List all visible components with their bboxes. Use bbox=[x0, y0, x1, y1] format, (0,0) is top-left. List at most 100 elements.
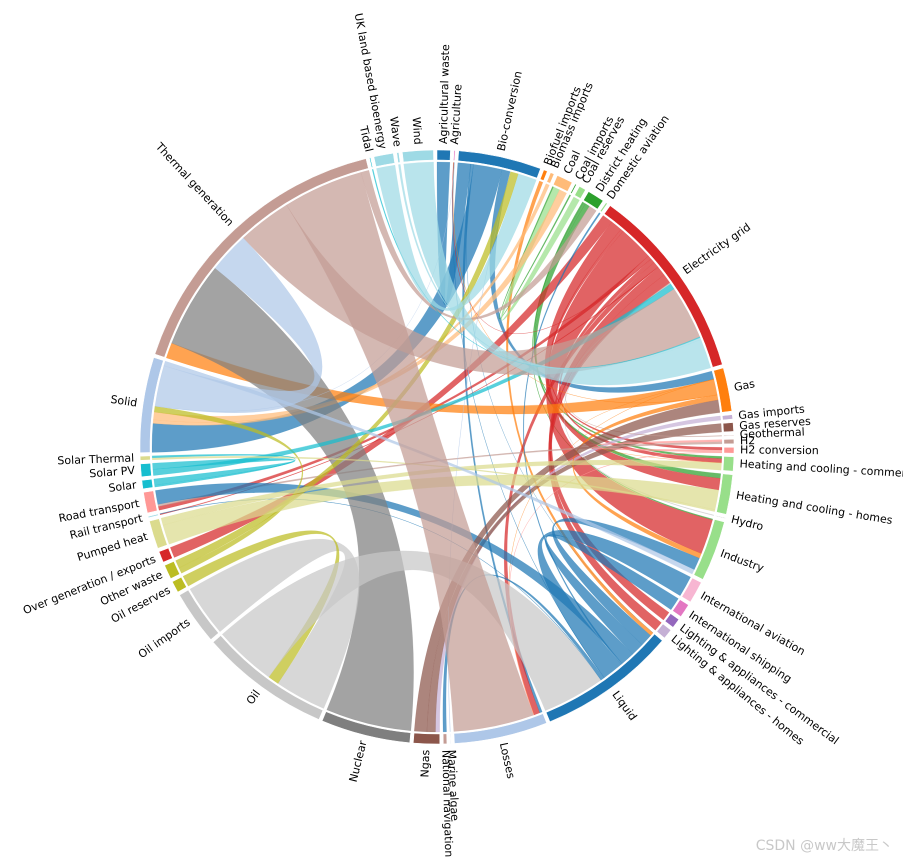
group-arc bbox=[713, 367, 733, 413]
group-arc bbox=[158, 547, 173, 563]
group-arc bbox=[457, 150, 541, 179]
ribbon bbox=[506, 180, 654, 636]
ribbon bbox=[157, 255, 652, 511]
group-arc bbox=[693, 519, 725, 580]
ribbon bbox=[286, 172, 534, 732]
group-arc bbox=[722, 414, 733, 421]
node-label: Oil bbox=[244, 687, 263, 707]
ribbon bbox=[189, 538, 360, 709]
node-label: Solid bbox=[110, 393, 138, 410]
node-label: Bio-conversion bbox=[495, 70, 525, 152]
ribbon bbox=[544, 534, 679, 655]
ribbon bbox=[160, 459, 722, 526]
ribbon bbox=[159, 266, 659, 516]
ribbon bbox=[162, 474, 720, 545]
group-arc bbox=[546, 172, 555, 184]
ribbon bbox=[403, 161, 712, 386]
ribbon bbox=[503, 262, 659, 716]
group-arc bbox=[321, 711, 411, 744]
ribbon bbox=[413, 399, 721, 733]
group-arc bbox=[656, 623, 672, 639]
group-arc bbox=[402, 149, 434, 163]
ribbon bbox=[171, 267, 414, 732]
node-label: Gas bbox=[733, 377, 756, 394]
group-arc bbox=[723, 447, 735, 454]
group-arc bbox=[664, 613, 680, 628]
node-label: Ngas bbox=[418, 749, 432, 777]
node-label: Liquid bbox=[609, 689, 639, 724]
node-label: H2 conversion bbox=[740, 443, 819, 457]
group-arc bbox=[722, 422, 734, 433]
ribbon bbox=[500, 186, 580, 321]
ribbon bbox=[163, 360, 695, 575]
group-arc bbox=[539, 169, 548, 181]
ribbon bbox=[360, 169, 597, 321]
ribbon bbox=[559, 258, 723, 464]
group-arc bbox=[147, 513, 159, 519]
ribbon bbox=[442, 574, 605, 733]
ribbon bbox=[522, 212, 623, 665]
node-label: Losses bbox=[497, 741, 518, 780]
node-label: Agricultural waste bbox=[437, 44, 452, 144]
node-label: H2 bbox=[740, 434, 756, 447]
ribbon bbox=[452, 162, 718, 404]
group-arc bbox=[436, 149, 451, 161]
ribbon bbox=[452, 162, 652, 335]
group-arc bbox=[716, 473, 733, 515]
node-label: Wave bbox=[387, 116, 404, 148]
ribbon bbox=[371, 168, 701, 369]
group-arc bbox=[396, 152, 401, 163]
group-arc bbox=[179, 589, 219, 640]
group-arc bbox=[545, 633, 663, 723]
node-label: Nuclear bbox=[347, 739, 370, 784]
ribbon bbox=[175, 171, 519, 569]
group-arc bbox=[570, 183, 577, 194]
group-arc bbox=[723, 434, 735, 437]
group-arc bbox=[583, 191, 604, 210]
group-arc bbox=[413, 732, 441, 745]
ribbon bbox=[153, 405, 304, 574]
group-arc bbox=[722, 456, 735, 472]
ribbons bbox=[151, 161, 723, 733]
group-arc bbox=[140, 463, 152, 478]
node-label: Solar bbox=[108, 478, 138, 495]
node-label: Solar Thermal bbox=[57, 452, 134, 468]
node-label: Tidal bbox=[357, 124, 376, 153]
node-label: Industry bbox=[719, 547, 766, 575]
group-arc bbox=[723, 439, 735, 445]
ribbon bbox=[546, 230, 713, 554]
node-label: Geothermal bbox=[739, 426, 804, 442]
group-arc bbox=[212, 635, 324, 720]
group-arc bbox=[171, 576, 187, 593]
group-arc bbox=[141, 478, 154, 490]
node-label: Marine algae bbox=[445, 749, 461, 821]
watermark: CSDN @ww大魔王丶 bbox=[756, 838, 893, 854]
group-arc bbox=[369, 157, 373, 168]
ribbon bbox=[376, 164, 537, 311]
group-arc bbox=[552, 175, 573, 192]
group-arc bbox=[149, 518, 168, 549]
node-label: Agriculture bbox=[448, 83, 465, 144]
group-arc bbox=[449, 733, 452, 744]
group-arc bbox=[154, 158, 369, 358]
node-label: Oil imports bbox=[136, 616, 193, 662]
group-arc bbox=[453, 713, 547, 744]
node-label: Heating and cooling - commercial bbox=[739, 457, 903, 481]
group-arc bbox=[164, 561, 181, 579]
ribbon bbox=[221, 550, 602, 711]
node-label: Electricity grid bbox=[680, 221, 753, 278]
node-label: National navigation bbox=[439, 750, 455, 858]
node-label: Solar PV bbox=[89, 464, 136, 481]
group-arc bbox=[574, 186, 586, 199]
node-label: Gas reserves bbox=[739, 415, 812, 433]
group-arc bbox=[453, 150, 456, 161]
ribbon bbox=[152, 458, 296, 486]
ribbon bbox=[565, 282, 723, 438]
node-label: Thermal generation bbox=[152, 140, 236, 229]
ribbon bbox=[508, 452, 723, 716]
group-arc bbox=[603, 205, 723, 368]
ribbon bbox=[182, 530, 340, 684]
group-arc bbox=[715, 515, 726, 519]
